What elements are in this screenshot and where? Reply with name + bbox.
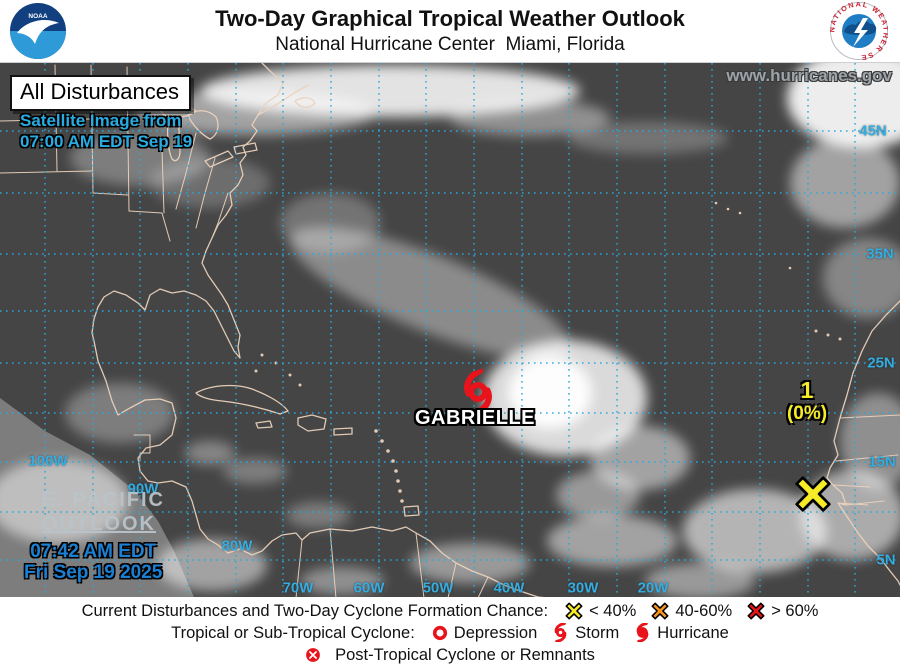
x-marker-yellow-icon <box>565 602 583 620</box>
issued-time: 07:42 AM EDT Fri Sep 19 2025 <box>24 541 162 583</box>
epac-greyout-region <box>0 398 222 598</box>
epac-line2: OUTLOOK <box>42 513 156 535</box>
page-title: Two-Day Graphical Tropical Weather Outlo… <box>215 6 685 31</box>
page-subtitle: National Hurricane Center Miami, Florida <box>275 34 625 55</box>
epac-outlook-label: E. PACIFIC OUTLOOK <box>42 488 165 536</box>
legend-row-chance: Current Disturbances and Two-Day Cyclone… <box>0 600 900 621</box>
mode-label: All Disturbances <box>10 75 191 111</box>
island-dots <box>254 201 842 503</box>
noaa-logo-image: NOAA <box>10 3 66 59</box>
x-marker-orange-icon <box>651 602 669 620</box>
legend: Current Disturbances and Two-Day Cyclone… <box>0 597 900 665</box>
legend-item-40-60-label: 40-60% <box>675 601 733 620</box>
x-marker-red-icon <box>747 602 765 620</box>
header: NOAA Two-Day Graphical Tropical Weather … <box>0 0 900 63</box>
hurricane-spiral-icon <box>634 623 651 642</box>
legend-item-post-tropical: Post-Tropical Cyclone or Remnants <box>305 645 595 665</box>
legend-item-hurricane-label: Hurricane <box>657 623 729 642</box>
nws-logo[interactable]: NATIONAL WEATHER SERVICE <box>827 0 890 63</box>
storm-name-label: GABRIELLE <box>414 407 536 429</box>
legend-cyclone-label: Tropical or Sub-Tropical Cyclone: <box>171 623 415 642</box>
storm-spiral-icon <box>552 623 569 642</box>
satellite-map[interactable]: 45N 35N 25N 15N 5N 100W 90W 80W 70W 60W 50W 40W 30W 2… <box>0 62 900 598</box>
legend-item-hurricane: Hurricane <box>634 623 729 643</box>
disturbance-chance: (0%) <box>786 403 828 424</box>
disturbance-x-marker[interactable] <box>794 475 832 513</box>
legend-item-lt40-label: < 40% <box>589 601 637 620</box>
legend-item-post-tropical-label: Post-Tropical Cyclone or Remnants <box>335 645 595 664</box>
noaa-logo[interactable]: NOAA <box>9 2 67 60</box>
disturbance-id: 1 <box>800 377 814 403</box>
disturbance-label: 1 (0%) <box>787 378 827 426</box>
legend-item-40-60: 40-60% <box>651 601 732 621</box>
legend-item-lt40: < 40% <box>565 601 636 621</box>
issued-line2: Fri Sep 19 2025 <box>24 562 163 583</box>
issued-line1: 07:42 AM EDT <box>30 541 157 562</box>
grid-lines <box>0 63 900 598</box>
website-link[interactable]: www.hurricanes.gov <box>726 66 892 85</box>
satellite-caption-line2: 07:00 AM EDT Sep 19 <box>20 132 193 151</box>
tropical-storm-icon[interactable] <box>456 367 500 417</box>
satellite-caption-line1: Satellite Image from <box>20 111 182 130</box>
epac-line1: E. PACIFIC <box>42 489 165 511</box>
satellite-caption: Satellite Image from 07:00 AM EDT Sep 19 <box>20 110 192 152</box>
depression-circle-icon <box>432 625 448 641</box>
cloud-layer <box>0 63 900 598</box>
legend-item-storm-label: Storm <box>575 623 620 642</box>
legend-item-storm: Storm <box>552 623 619 643</box>
legend-chance-label: Current Disturbances and Two-Day Cyclone… <box>81 601 549 620</box>
legend-item-gt60: > 60% <box>747 601 818 621</box>
satellite-image <box>0 63 900 598</box>
noaa-logo-text: NOAA <box>28 13 47 20</box>
legend-item-depression-label: Depression <box>453 623 538 642</box>
legend-item-depression: Depression <box>432 623 537 643</box>
legend-row-post-tropical: Post-Tropical Cyclone or Remnants <box>0 644 900 665</box>
nws-logo-image: NATIONAL WEATHER SERVICE <box>827 0 890 63</box>
legend-row-cyclone: Tropical or Sub-Tropical Cyclone: Depres… <box>0 622 900 643</box>
post-tropical-circle-x-icon <box>305 647 321 663</box>
legend-item-gt60-label: > 60% <box>771 601 819 620</box>
